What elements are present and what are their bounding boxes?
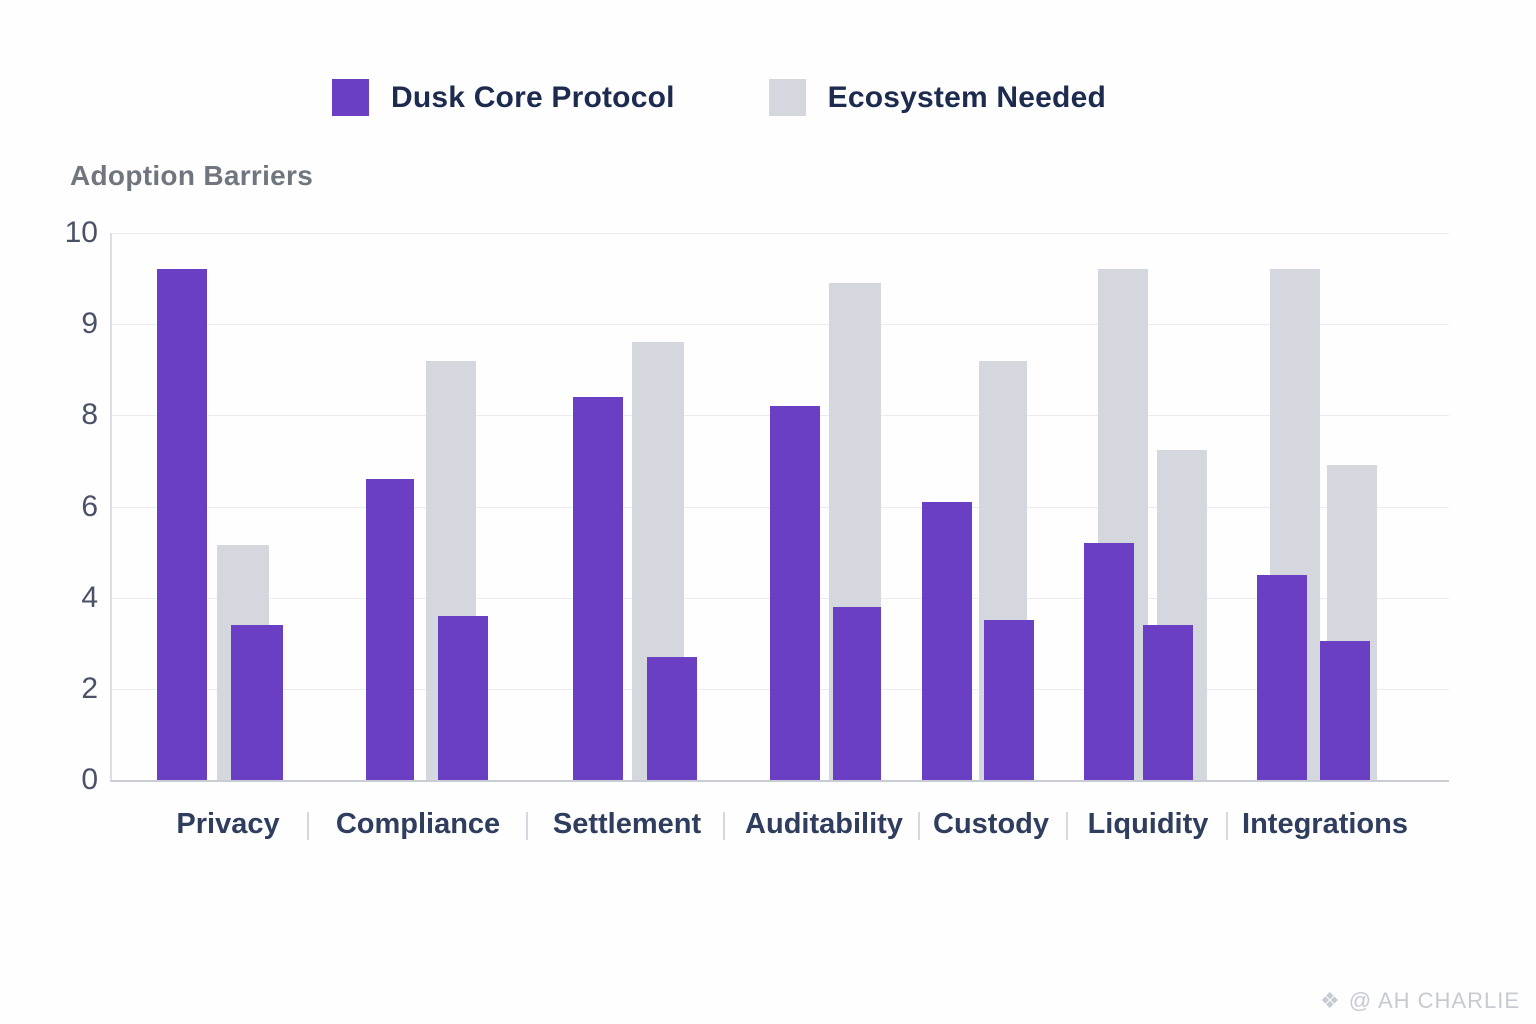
watermark-text: @ AH CHARLIE xyxy=(1348,988,1520,1013)
y-tick-label: 6 xyxy=(81,489,98,523)
y-tick-label: 0 xyxy=(81,763,98,796)
y-tick-label: 2 xyxy=(81,671,98,705)
bar-dusk-core-protocol xyxy=(647,656,697,780)
x-category-label-liquidity: Liquidity xyxy=(1087,808,1209,840)
legend-swatch-gray xyxy=(768,79,806,116)
legend-item-dusk-core-protocol: Dusk Core Protocol xyxy=(332,79,675,116)
legend-label: Dusk Core Protocol xyxy=(391,80,675,114)
x-label-separator xyxy=(1066,812,1068,840)
bar-dusk-core-protocol xyxy=(833,606,881,780)
bar-dusk-core-protocol xyxy=(770,406,820,780)
x-category-label-custody: Custody xyxy=(933,808,1049,840)
y-tick-label: 10 xyxy=(64,216,98,249)
bar-dusk-core-protocol xyxy=(231,625,283,780)
x-category-label-compliance: Compliance xyxy=(335,808,501,840)
watermark: ❖ @ AH CHARLIE xyxy=(1320,988,1520,1014)
bar-dusk-core-protocol xyxy=(438,615,488,780)
bar-dusk-core-protocol xyxy=(922,501,972,780)
gridline xyxy=(112,233,1449,234)
chart-title: Adoption Barriers xyxy=(70,160,314,191)
bar-dusk-core-protocol xyxy=(573,397,623,780)
bar-dusk-core-protocol xyxy=(1320,640,1370,780)
y-tick-label: 9 xyxy=(81,307,98,341)
legend: Dusk Core Protocol Ecosystem Needed xyxy=(332,79,1106,116)
x-label-separator xyxy=(307,812,309,840)
legend-item-ecosystem-needed: Ecosystem Needed xyxy=(768,79,1106,116)
gridline xyxy=(112,324,1449,326)
legend-swatch-purple xyxy=(332,79,369,116)
x-label-separator xyxy=(1226,812,1228,840)
x-axis-category-labels: Privacy Compliance Settlement Auditability C… xyxy=(0,808,1536,852)
x-category-label-privacy: Privacy xyxy=(176,808,280,840)
x-label-separator xyxy=(526,812,528,840)
bar-dusk-core-protocol xyxy=(1257,574,1307,780)
plot-area xyxy=(110,233,1449,782)
x-category-label-integrations: Integrations xyxy=(1242,808,1408,840)
bar-dusk-core-protocol xyxy=(157,269,207,780)
x-category-label-settlement: Settlement xyxy=(552,808,702,840)
y-tick-label: 8 xyxy=(81,398,98,432)
bar-dusk-core-protocol xyxy=(1143,625,1193,780)
y-tick-label: 4 xyxy=(81,580,98,614)
bar-dusk-core-protocol xyxy=(984,620,1034,780)
x-label-separator xyxy=(723,812,725,840)
x-label-separator xyxy=(918,812,920,840)
legend-label: Ecosystem Needed xyxy=(827,80,1106,114)
watermark-logo-icon: ❖ xyxy=(1320,988,1341,1013)
x-category-label-auditability: Auditability xyxy=(745,808,903,840)
bar-dusk-core-protocol xyxy=(1084,542,1134,780)
bar-dusk-core-protocol xyxy=(366,479,414,780)
